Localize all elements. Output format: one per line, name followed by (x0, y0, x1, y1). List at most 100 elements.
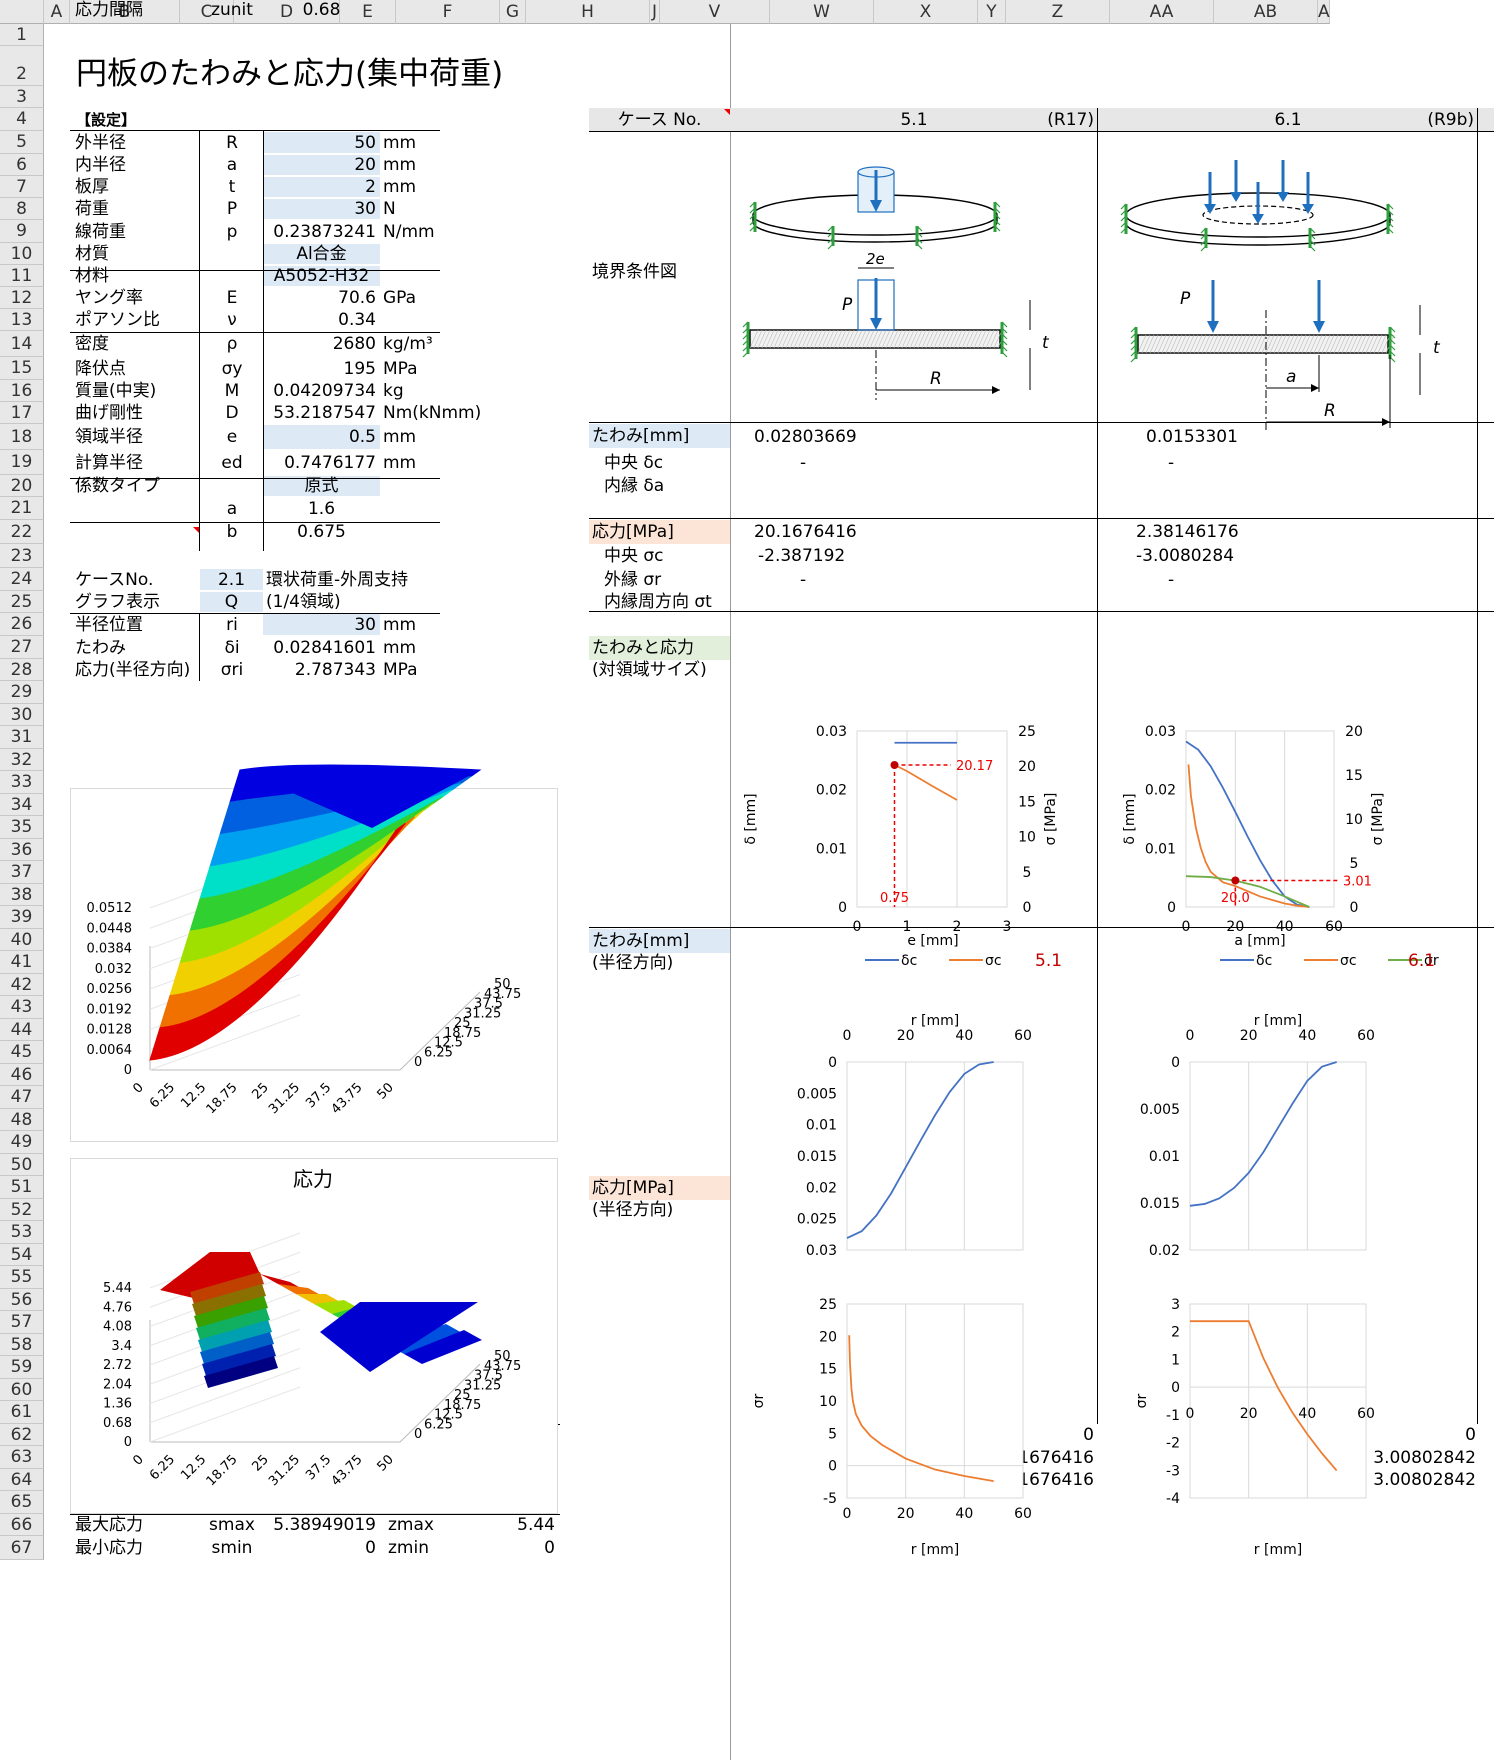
row-header[interactable]: 22 (0, 520, 44, 544)
row-header[interactable]: 60 (0, 1379, 44, 1401)
row-header[interactable]: 15 (0, 357, 44, 380)
column-header[interactable]: H (526, 0, 650, 24)
row-header[interactable]: 16 (0, 380, 44, 402)
row-header[interactable]: 28 (0, 659, 44, 681)
case-select-value[interactable]: 2.1 (217, 569, 246, 590)
row-header[interactable]: 67 (0, 1536, 44, 1560)
pos-value[interactable]: 30 (354, 614, 376, 635)
column-header[interactable]: A (44, 0, 70, 24)
row-header[interactable]: 51 (0, 1176, 44, 1199)
row-header[interactable]: 8 (0, 198, 44, 220)
gs-value: 0 (365, 1538, 376, 1558)
column-header[interactable]: AA (1110, 0, 1214, 24)
param-value[interactable]: 20 (354, 155, 376, 175)
column-header[interactable]: C (180, 0, 234, 24)
row-header[interactable]: 53 (0, 1221, 44, 1244)
row-header[interactable]: 14 (0, 331, 44, 357)
column-header[interactable]: B (70, 0, 180, 24)
row-header[interactable]: 11 (0, 265, 44, 287)
row-header[interactable]: 54 (0, 1244, 44, 1266)
row-header[interactable]: 55 (0, 1266, 44, 1289)
row-header[interactable]: 49 (0, 1131, 44, 1154)
row-header[interactable]: 58 (0, 1334, 44, 1356)
row-header[interactable]: 10 (0, 243, 44, 265)
param-value[interactable]: 50 (354, 132, 376, 153)
row-header[interactable]: 1 (0, 24, 44, 46)
row-header[interactable]: 64 (0, 1469, 44, 1491)
column-header[interactable]: A (1318, 0, 1330, 24)
column-header[interactable]: E (340, 0, 396, 24)
row-header[interactable]: 7 (0, 176, 44, 198)
row-header[interactable]: 40 (0, 929, 44, 951)
param-value[interactable]: 0.5 (348, 427, 376, 447)
row-header[interactable]: 43 (0, 996, 44, 1019)
row-header[interactable]: 44 (0, 1019, 44, 1041)
row-header[interactable]: 26 (0, 613, 44, 636)
row-header[interactable]: 6 (0, 154, 44, 176)
row-header[interactable]: 23 (0, 544, 44, 568)
row-header[interactable]: 42 (0, 974, 44, 996)
row-header[interactable]: 38 (0, 884, 44, 906)
row-header[interactable]: 25 (0, 591, 44, 613)
row-header[interactable]: 19 (0, 450, 44, 475)
column-header[interactable]: W (770, 0, 874, 24)
row-header[interactable]: 5 (0, 131, 44, 154)
row-header[interactable]: 27 (0, 636, 44, 659)
row-header[interactable]: 29 (0, 681, 44, 704)
corner-select-all[interactable] (0, 0, 44, 24)
column-header[interactable]: X (874, 0, 978, 24)
row-header[interactable]: 20 (0, 475, 44, 497)
row-header[interactable]: 56 (0, 1289, 44, 1311)
param-value[interactable]: Al合金 (296, 244, 347, 264)
column-header[interactable]: J (650, 0, 660, 24)
row-header[interactable]: 48 (0, 1109, 44, 1131)
row-header[interactable]: 63 (0, 1446, 44, 1469)
column-header[interactable]: Y (978, 0, 1006, 24)
row-header[interactable]: 37 (0, 861, 44, 884)
row-header[interactable]: 24 (0, 568, 44, 591)
row-header[interactable]: 36 (0, 839, 44, 861)
row-header[interactable]: 47 (0, 1086, 44, 1109)
row-header[interactable]: 2 (0, 46, 44, 86)
row-header[interactable]: 57 (0, 1311, 44, 1334)
row-header[interactable]: 31 (0, 726, 44, 749)
row-header[interactable]: 18 (0, 424, 44, 450)
row-header[interactable]: 12 (0, 287, 44, 309)
row-header[interactable]: 39 (0, 906, 44, 929)
row-header[interactable]: 32 (0, 749, 44, 771)
row-header[interactable]: 4 (0, 108, 44, 131)
case-select-value[interactable]: Q (224, 592, 239, 612)
row-header[interactable]: 62 (0, 1424, 44, 1446)
row-header[interactable]: 21 (0, 497, 44, 520)
row-header[interactable]: 45 (0, 1041, 44, 1064)
row-header[interactable]: 35 (0, 816, 44, 839)
row-header[interactable]: 50 (0, 1154, 44, 1176)
row-header[interactable]: 9 (0, 220, 44, 243)
row-header[interactable]: 41 (0, 951, 44, 974)
param-value[interactable]: 原式 (304, 476, 339, 496)
row-header[interactable]: 59 (0, 1356, 44, 1379)
hatch (742, 321, 749, 328)
column-header[interactable]: V (660, 0, 770, 24)
row-header[interactable]: 34 (0, 794, 44, 816)
row-header[interactable]: 33 (0, 771, 44, 794)
param-value[interactable]: A5052-H32 (273, 266, 370, 286)
row-header[interactable]: 17 (0, 402, 44, 424)
row-header[interactable]: 52 (0, 1199, 44, 1221)
param-value: 1.6 (307, 498, 336, 519)
row-header[interactable]: 13 (0, 309, 44, 331)
param-value[interactable]: 30 (354, 199, 376, 219)
row-header[interactable]: 61 (0, 1401, 44, 1424)
column-header[interactable]: F (396, 0, 500, 24)
x-tick-label: 6.25 (147, 1452, 178, 1483)
row-header[interactable]: 66 (0, 1514, 44, 1536)
column-header[interactable]: G (500, 0, 526, 24)
column-header[interactable]: Z (1006, 0, 1110, 24)
param-value[interactable]: 2 (365, 177, 376, 197)
row-header[interactable]: 30 (0, 704, 44, 726)
row-header[interactable]: 3 (0, 86, 44, 108)
row-header[interactable]: 65 (0, 1491, 44, 1514)
row-header[interactable]: 46 (0, 1064, 44, 1086)
column-header[interactable]: AB (1214, 0, 1318, 24)
column-header[interactable]: D (234, 0, 340, 24)
